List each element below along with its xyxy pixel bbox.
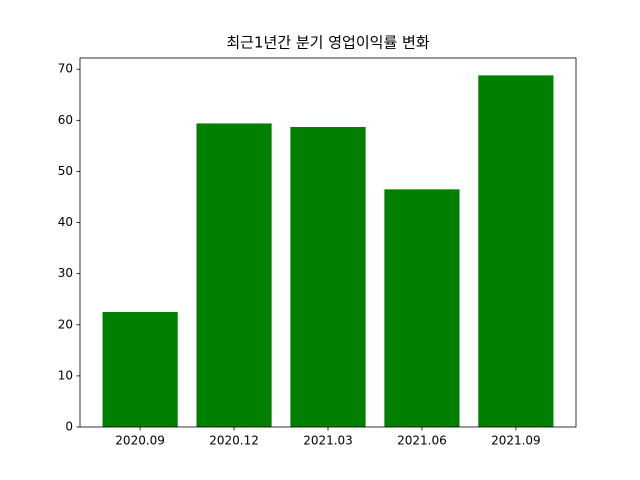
x-tick-label: 2021.09 (491, 434, 541, 448)
x-tick-label: 2021.03 (303, 434, 353, 448)
y-tick-label: 30 (58, 266, 73, 280)
y-tick-label: 70 (58, 62, 73, 76)
chart-title: 최근1년간 분기 영업이익률 변화 (226, 34, 429, 52)
bar (196, 123, 272, 428)
x-tick-label: 2020.12 (209, 434, 259, 448)
y-tick-label: 0 (65, 420, 73, 434)
x-tick-label: 2020.09 (115, 434, 165, 448)
x-tick-label: 2021.06 (397, 434, 447, 448)
y-tick-label: 50 (58, 164, 73, 178)
y-tick-label: 40 (58, 215, 73, 229)
bar (290, 126, 366, 427)
bar (478, 75, 554, 427)
y-tick-label: 10 (58, 368, 73, 382)
y-tick-label: 20 (58, 317, 73, 331)
y-tick-label: 60 (58, 113, 73, 127)
bar (384, 189, 460, 427)
plot-frame (79, 57, 577, 428)
bar (102, 312, 178, 427)
